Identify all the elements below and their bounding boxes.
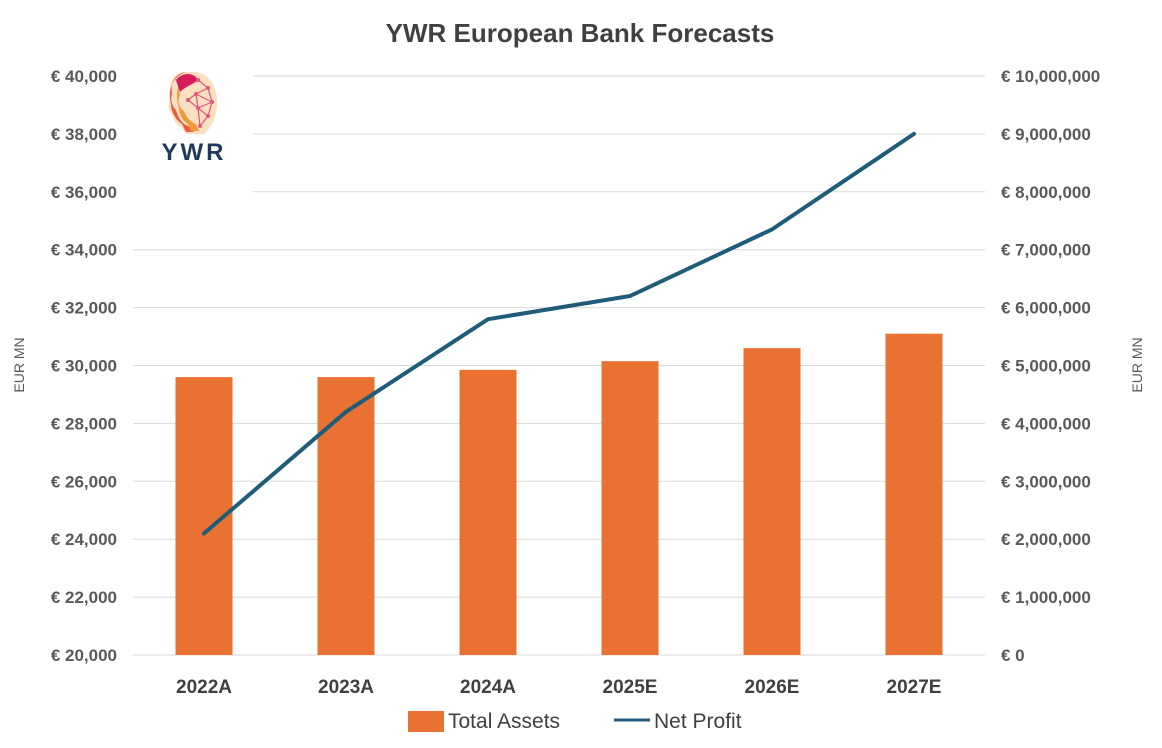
logo-text: YWR (162, 139, 227, 166)
category-label-2027E: 2027E (887, 677, 942, 698)
left-tick-label: € 40,000 (51, 67, 117, 86)
bar-total-assets-2023A (317, 377, 375, 655)
bar-total-assets-2026E (743, 348, 801, 655)
category-axis-labels: 2022A 2023A 2024A 2025E 2026E 2027E (176, 677, 941, 698)
left-tick-label: € 38,000 (51, 125, 117, 144)
legend-label-total-assets: Total Assets (448, 710, 560, 733)
line-net-profit (202, 131, 916, 536)
category-label-2025E: 2025E (603, 677, 658, 698)
right-tick-label: € 9,000,000 (1001, 125, 1091, 144)
legend-swatch-total-assets (408, 711, 444, 732)
right-tick-label: € 6,000,000 (1001, 299, 1091, 318)
bar-total-assets-2024A (459, 369, 517, 655)
category-label-2022A: 2022A (176, 677, 232, 698)
category-label-2024A: 2024A (460, 677, 516, 698)
right-tick-label: € 8,000,000 (1001, 183, 1091, 202)
legend: Total Assets Net Profit (408, 710, 742, 733)
left-tick-label: € 22,000 (51, 588, 117, 607)
gridlines (133, 75, 985, 656)
right-tick-label: € 7,000,000 (1001, 241, 1091, 260)
left-axis-ticks: € 20,000 € 22,000 € 24,000 € 26,000 € 28,000… (51, 67, 117, 665)
right-axis-ticks: € 0 € 1,000,000 € 2,000,000 € 3,000,000 € 4,… (1001, 67, 1100, 665)
bar-series-total-assets (175, 333, 943, 655)
left-tick-label: € 24,000 (51, 530, 117, 549)
category-label-2023A: 2023A (318, 677, 374, 698)
left-tick-label: € 32,000 (51, 299, 117, 318)
legend-label-net-profit: Net Profit (654, 710, 742, 733)
left-tick-label: € 26,000 (51, 472, 117, 491)
chart-title: YWR European Bank Forecasts (386, 18, 775, 48)
right-tick-label: € 2,000,000 (1001, 530, 1091, 549)
right-tick-label: € 10,000,000 (1001, 67, 1100, 86)
line-series-net-profit (202, 131, 916, 536)
right-tick-label: € 1,000,000 (1001, 588, 1091, 607)
head-network-icon (168, 72, 218, 134)
right-tick-label: € 3,000,000 (1001, 472, 1091, 491)
bar-total-assets-2027E (885, 333, 943, 655)
left-axis-title: EUR MN (11, 337, 27, 392)
left-tick-label: € 36,000 (51, 183, 117, 202)
category-label-2026E: 2026E (745, 677, 800, 698)
ywr-logo: YWR (162, 72, 227, 166)
left-tick-label: € 30,000 (51, 357, 117, 376)
bar-total-assets-2025E (601, 361, 659, 655)
left-tick-label: € 34,000 (51, 241, 117, 260)
right-tick-label: € 4,000,000 (1001, 414, 1091, 433)
left-tick-label: € 28,000 (51, 414, 117, 433)
right-axis-title: EUR MN (1129, 337, 1145, 392)
left-tick-label: € 20,000 (51, 646, 117, 665)
right-tick-label: € 5,000,000 (1001, 357, 1091, 376)
right-tick-label: € 0 (1001, 646, 1025, 665)
